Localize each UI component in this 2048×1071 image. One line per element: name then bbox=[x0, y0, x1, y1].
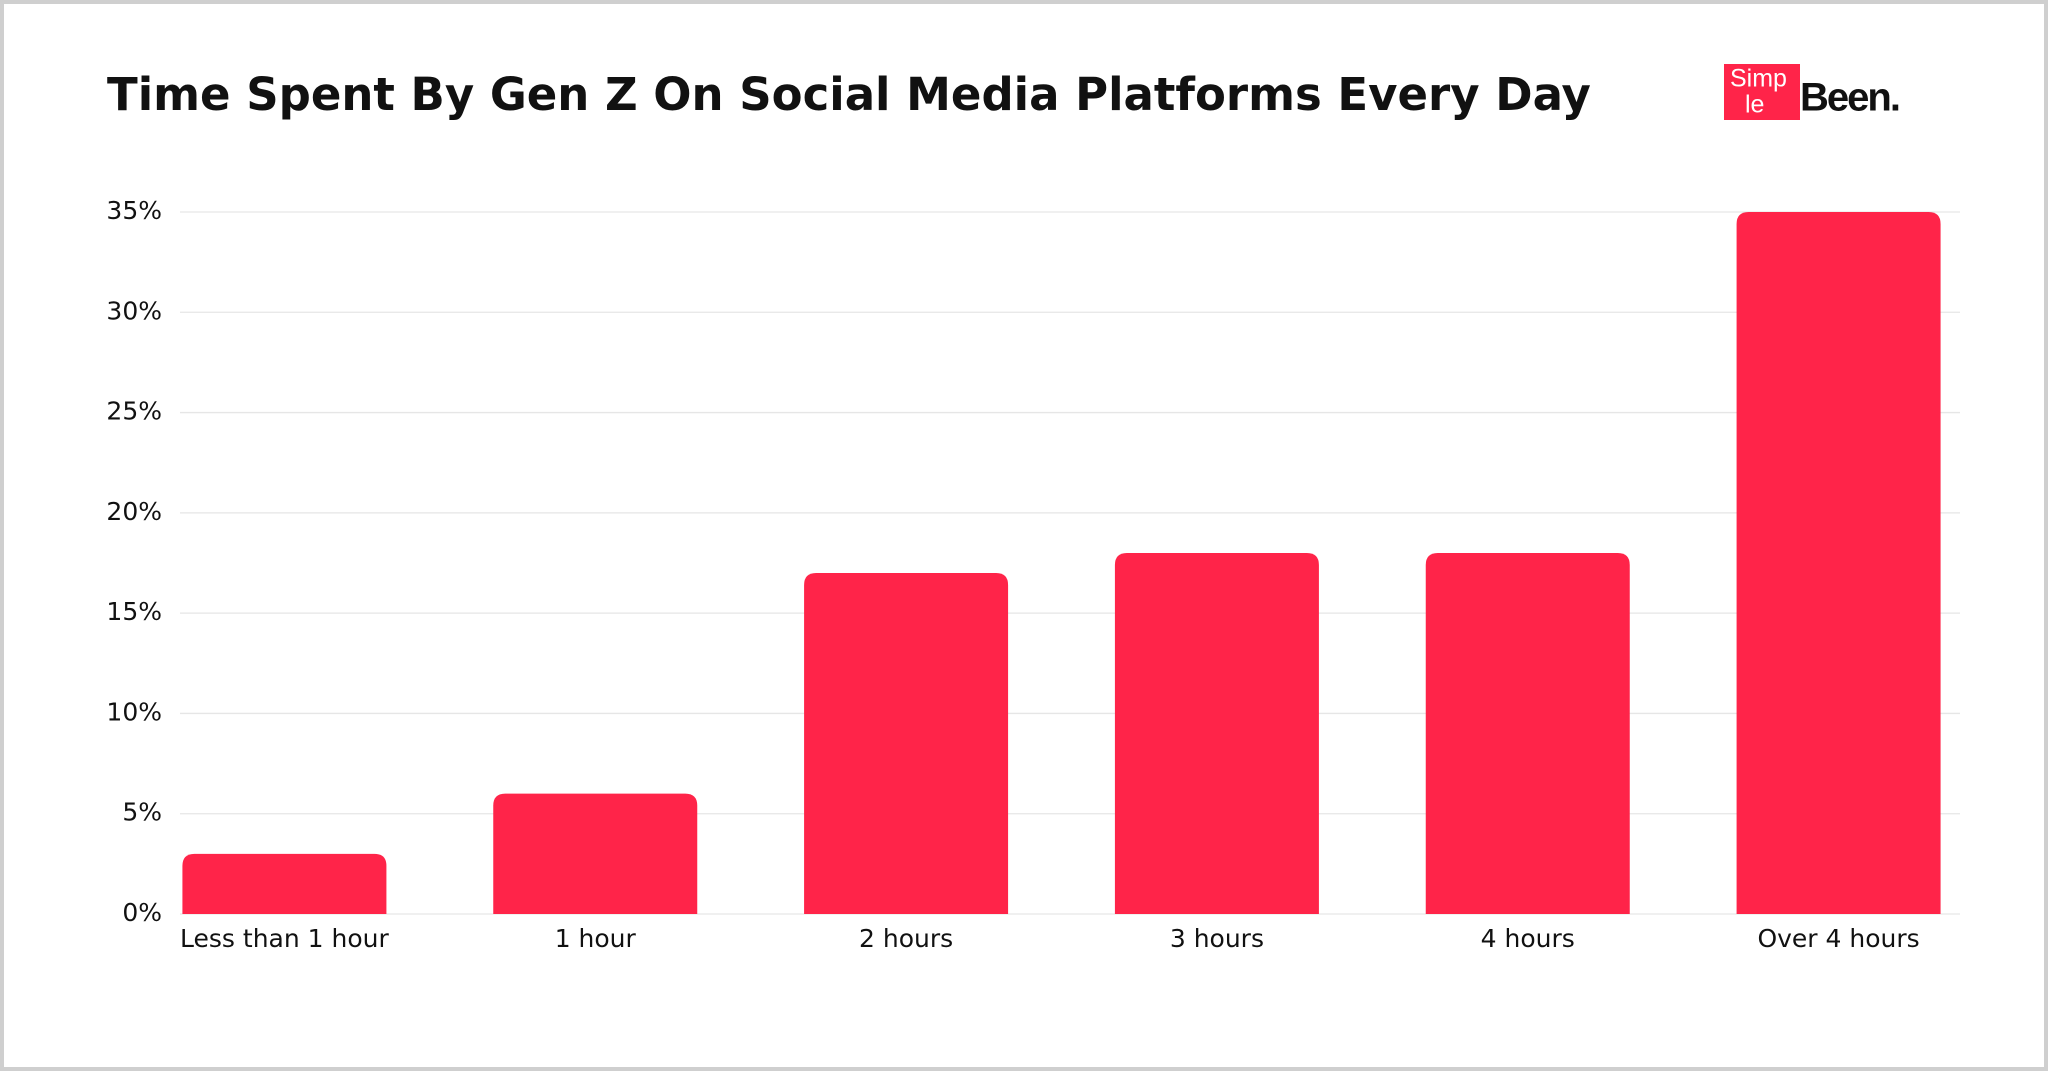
logo-box bbox=[1724, 64, 1800, 120]
bar bbox=[1114, 552, 1319, 914]
logo-text: Been. bbox=[1800, 76, 1899, 120]
y-tick-label: 30% bbox=[106, 296, 162, 325]
bar bbox=[182, 853, 387, 914]
x-tick-label: 1 hour bbox=[555, 924, 637, 953]
y-tick-label: 20% bbox=[106, 497, 162, 526]
logo: Simp le Been. bbox=[1724, 64, 1901, 120]
y-tick-label: 35% bbox=[106, 196, 162, 225]
y-tick-label: 5% bbox=[122, 798, 162, 827]
bar bbox=[804, 573, 1009, 914]
chart-title: Time Spent By Gen Z On Social Media Plat… bbox=[107, 68, 1591, 121]
bar bbox=[493, 793, 698, 914]
y-tick-label: 10% bbox=[106, 697, 162, 726]
y-tick-label: 0% bbox=[122, 898, 162, 927]
bar bbox=[1425, 552, 1630, 914]
bar bbox=[1736, 212, 1941, 914]
y-tick-label: 25% bbox=[106, 397, 162, 426]
x-tick-label: 2 hours bbox=[859, 924, 953, 953]
x-tick-label: Less than 1 hour bbox=[180, 924, 389, 953]
y-tick-label: 15% bbox=[106, 597, 162, 626]
x-tick-label: 3 hours bbox=[1170, 924, 1264, 953]
x-tick-label: Over 4 hours bbox=[1757, 924, 1919, 953]
x-tick-label: 4 hours bbox=[1481, 924, 1575, 953]
logo-text: Simp bbox=[1730, 65, 1787, 93]
logo-text: le bbox=[1745, 91, 1764, 119]
